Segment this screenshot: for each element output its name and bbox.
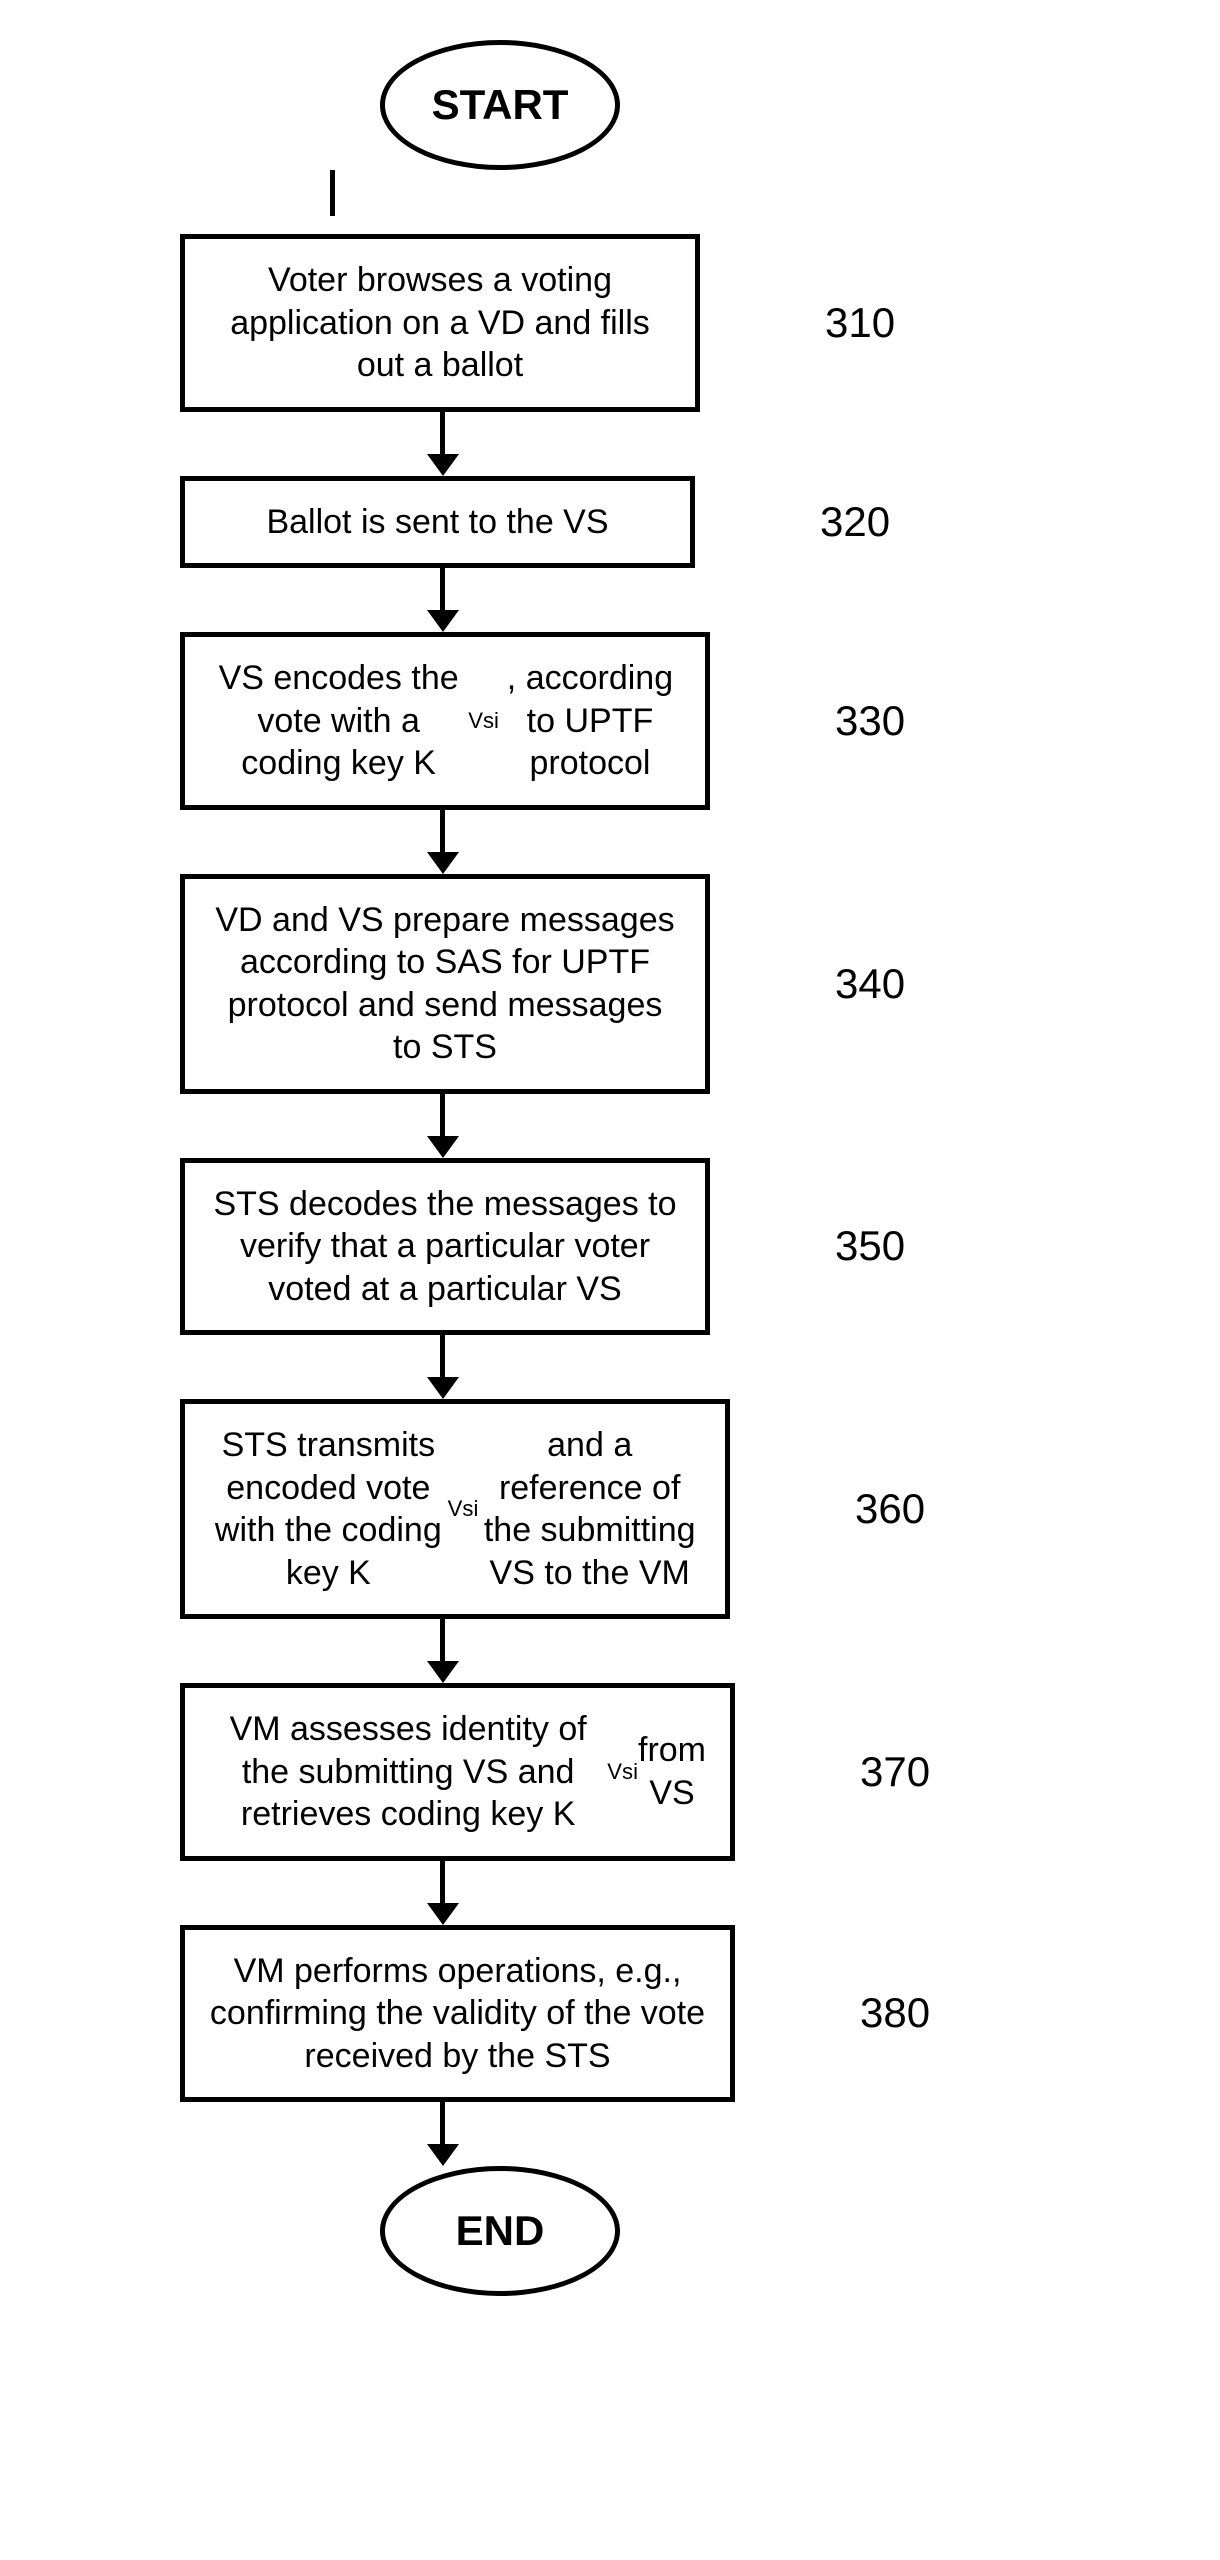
process-360: STS transmits encoded vote with the codi… [180,1399,730,1619]
step-ref-360: 360 [855,1485,925,1533]
step-ref-370: 370 [860,1748,930,1796]
edge-n330-n340 [180,810,1110,874]
step-ref-340: 340 [835,960,905,1008]
edge-n320-n330 [180,568,1110,632]
step-ref-350: 350 [835,1222,905,1270]
edge-n380-end [180,2102,1110,2166]
process-380: VM performs operations, e.g., confirming… [180,1925,735,2103]
flowchart-container: START Voter browses a voting application… [110,40,1110,2296]
step-row-340: VD and VS prepare messages according to … [180,874,1110,1094]
edge-start-n310 [180,170,1110,234]
step-ref-320: 320 [820,498,890,546]
step-row-380: VM performs operations, e.g., confirming… [180,1925,1110,2103]
edge-n350-n360 [180,1335,1110,1399]
process-370: VM assesses identity of the submitting V… [180,1683,735,1861]
start-label: START [432,81,569,129]
step-row-310: Voter browses a voting application on a … [180,234,1110,412]
step-row-330: VS encodes the vote with a coding key KV… [180,632,1110,810]
step-ref-330: 330 [835,697,905,745]
step-row-360: STS transmits encoded vote with the codi… [180,1399,1110,1619]
step-row-370: VM assesses identity of the submitting V… [180,1683,1110,1861]
edge-n310-n320 [180,412,1110,476]
step-ref-380: 380 [860,1989,930,2037]
process-350: STS decodes the messages to verify that … [180,1158,710,1336]
edge-n370-n380 [180,1861,1110,1925]
edge-n360-n370 [180,1619,1110,1683]
step-row-350: STS decodes the messages to verify that … [180,1158,1110,1336]
process-340: VD and VS prepare messages according to … [180,874,710,1094]
process-310: Voter browses a voting application on a … [180,234,700,412]
end-terminator: END [380,2166,620,2296]
step-row-320: Ballot is sent to the VS 320 [180,476,1110,569]
edge-n340-n350 [180,1094,1110,1158]
process-320: Ballot is sent to the VS [180,476,695,569]
end-label: END [456,2207,545,2255]
start-terminator: START [380,40,620,170]
step-ref-310: 310 [825,299,895,347]
process-330: VS encodes the vote with a coding key KV… [180,632,710,810]
